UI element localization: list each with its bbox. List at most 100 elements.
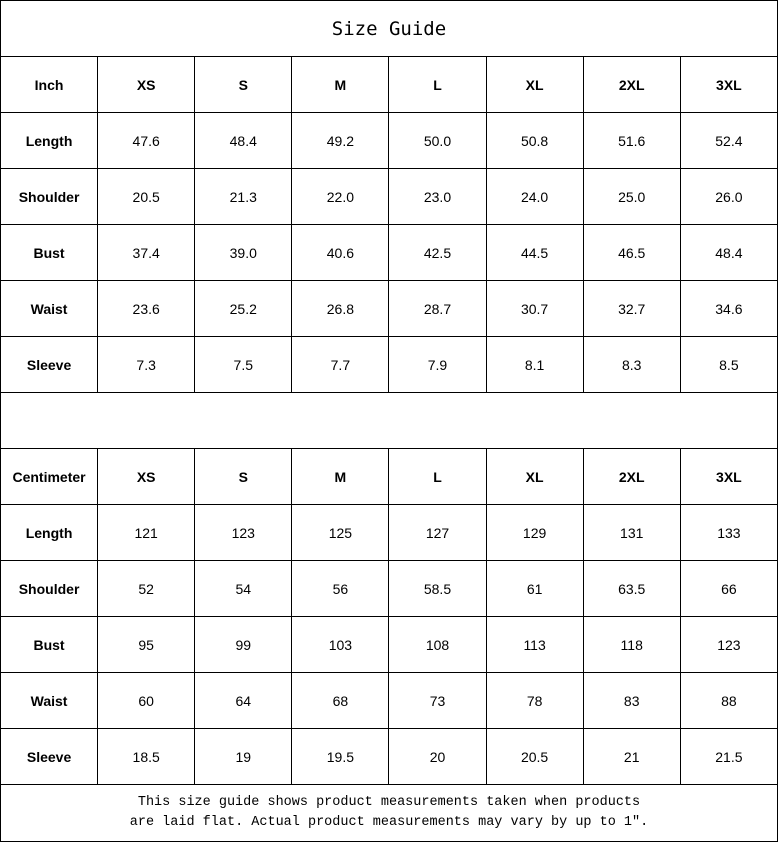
measurement-cell: 7.3 [97, 336, 196, 393]
row-label: Shoulder [0, 560, 99, 617]
row-label: Sleeve [0, 336, 99, 393]
measurement-cell: 125 [291, 504, 390, 561]
table-row: Sleeve 7.3 7.5 7.7 7.9 8.1 8.3 8.5 [0, 336, 778, 393]
size-header: XS [97, 56, 196, 113]
table-row: Length 121 123 125 127 129 131 133 [0, 504, 778, 561]
page-title: Size Guide [0, 0, 778, 57]
measurement-cell: 103 [291, 616, 390, 673]
row-label: Bust [0, 616, 99, 673]
measurement-cell: 64 [194, 672, 293, 729]
note-line: are laid flat. Actual product measuremen… [129, 815, 649, 830]
measurement-cell: 113 [485, 616, 584, 673]
measurement-cell: 129 [485, 504, 584, 561]
measurement-cell: 48.4 [194, 112, 293, 169]
row-label: Sleeve [0, 728, 99, 785]
measurement-cell: 7.5 [194, 336, 293, 393]
measurement-cell: 20.5 [97, 168, 196, 225]
measurement-cell: 99 [194, 616, 293, 673]
measurement-cell: 66 [679, 560, 778, 617]
measurement-cell: 24.0 [485, 168, 584, 225]
measurement-cell: 123 [679, 616, 778, 673]
measurement-cell: 28.7 [388, 280, 487, 337]
measurement-cell: 25.2 [194, 280, 293, 337]
measurement-cell: 56 [291, 560, 390, 617]
measurement-cell: 32.7 [582, 280, 681, 337]
spacer-cell [0, 392, 778, 449]
unit-header: Inch [0, 56, 99, 113]
size-header: 3XL [679, 448, 778, 505]
size-header: 2XL [582, 448, 681, 505]
measurement-cell: 83 [582, 672, 681, 729]
size-header: 2XL [582, 56, 681, 113]
measurement-cell: 8.5 [679, 336, 778, 393]
measurement-cell: 19.5 [291, 728, 390, 785]
note-row: This size guide shows product measuremen… [0, 784, 778, 842]
measurement-cell: 52 [97, 560, 196, 617]
table-row: Shoulder 20.5 21.3 22.0 23.0 24.0 25.0 26.0 [0, 168, 778, 225]
measurement-cell: 131 [582, 504, 681, 561]
measurement-cell: 37.4 [97, 224, 196, 281]
measurement-cell: 20.5 [485, 728, 584, 785]
row-label: Waist [0, 672, 99, 729]
size-header: XS [97, 448, 196, 505]
measurement-cell: 50.0 [388, 112, 487, 169]
measurement-cell: 26.0 [679, 168, 778, 225]
measurement-cell: 30.7 [485, 280, 584, 337]
measurement-cell: 50.8 [485, 112, 584, 169]
measurement-cell: 95 [97, 616, 196, 673]
measurement-cell: 68 [291, 672, 390, 729]
measurement-cell: 40.6 [291, 224, 390, 281]
measurement-cell: 54 [194, 560, 293, 617]
measurement-cell: 47.6 [97, 112, 196, 169]
measurement-cell: 63.5 [582, 560, 681, 617]
table-row: Bust 37.4 39.0 40.6 42.5 44.5 46.5 48.4 [0, 224, 778, 281]
measurement-cell: 78 [485, 672, 584, 729]
measurement-cell: 7.7 [291, 336, 390, 393]
measurement-cell: 51.6 [582, 112, 681, 169]
measurement-cell: 127 [388, 504, 487, 561]
measurement-cell: 18.5 [97, 728, 196, 785]
title-row: Size Guide [0, 0, 778, 57]
table-row: Shoulder 52 54 56 58.5 61 63.5 66 [0, 560, 778, 617]
measurement-cell: 23.6 [97, 280, 196, 337]
measurement-cell: 88 [679, 672, 778, 729]
table-row: Waist 60 64 68 73 78 83 88 [0, 672, 778, 729]
size-header: XL [485, 56, 584, 113]
measurement-cell: 58.5 [388, 560, 487, 617]
size-header: M [291, 56, 390, 113]
measurement-cell: 123 [194, 504, 293, 561]
table-row: Sleeve 18.5 19 19.5 20 20.5 21 21.5 [0, 728, 778, 785]
measurement-cell: 20 [388, 728, 487, 785]
measurement-note: This size guide shows product measuremen… [0, 784, 778, 842]
measurement-cell: 22.0 [291, 168, 390, 225]
measurement-cell: 48.4 [679, 224, 778, 281]
size-header: L [388, 448, 487, 505]
measurement-cell: 42.5 [388, 224, 487, 281]
measurement-cell: 21 [582, 728, 681, 785]
unit-header: Centimeter [0, 448, 99, 505]
measurement-cell: 73 [388, 672, 487, 729]
row-label: Length [0, 504, 99, 561]
row-label: Bust [0, 224, 99, 281]
measurement-cell: 60 [97, 672, 196, 729]
measurement-cell: 108 [388, 616, 487, 673]
measurement-cell: 34.6 [679, 280, 778, 337]
measurement-cell: 118 [582, 616, 681, 673]
measurement-cell: 26.8 [291, 280, 390, 337]
measurement-cell: 7.9 [388, 336, 487, 393]
row-label: Waist [0, 280, 99, 337]
size-header: S [194, 56, 293, 113]
measurement-cell: 21.5 [679, 728, 778, 785]
measurement-cell: 46.5 [582, 224, 681, 281]
table-row: Waist 23.6 25.2 26.8 28.7 30.7 32.7 34.6 [0, 280, 778, 337]
size-header: L [388, 56, 487, 113]
measurement-cell: 133 [679, 504, 778, 561]
measurement-cell: 8.3 [582, 336, 681, 393]
measurement-cell: 49.2 [291, 112, 390, 169]
measurement-cell: 21.3 [194, 168, 293, 225]
measurement-cell: 44.5 [485, 224, 584, 281]
table-row: Length 47.6 48.4 49.2 50.0 50.8 51.6 52.4 [0, 112, 778, 169]
measurement-cell: 19 [194, 728, 293, 785]
row-label: Length [0, 112, 99, 169]
